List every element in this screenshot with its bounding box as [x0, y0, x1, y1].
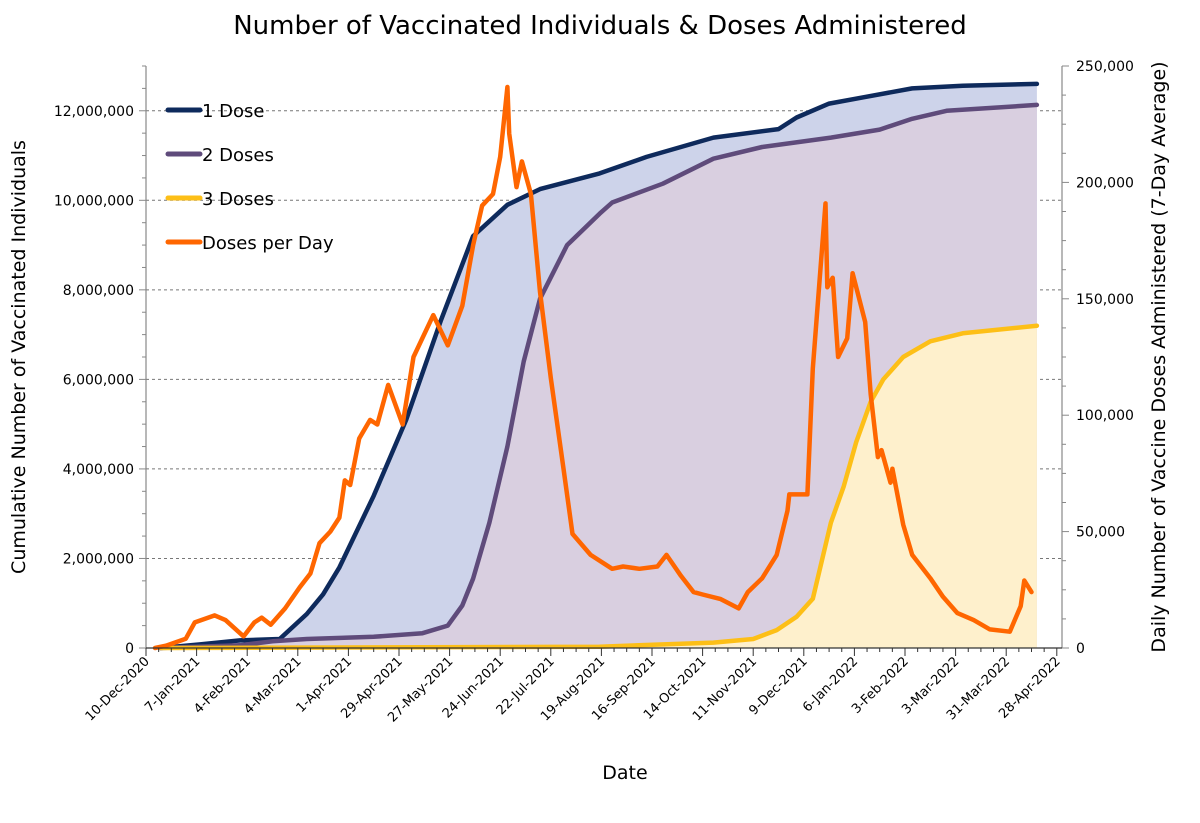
area-2-doses	[160, 104, 1037, 648]
legend-label: 1 Dose	[202, 101, 265, 122]
y-left-tick-label: 10,000,000	[54, 193, 134, 209]
x-tick-label: 10-Dec-2020	[83, 654, 153, 724]
y-left-tick-label: 2,000,000	[63, 551, 134, 567]
line-3-doses	[158, 323, 1040, 651]
line-1-dose	[158, 81, 1040, 651]
y-right-tick-label: 250,000	[1076, 59, 1134, 75]
y-axis-left-title: Cumulative Number of Vaccinated Individu…	[8, 140, 30, 574]
chart-title: Number of Vaccinated Individuals & Doses…	[233, 11, 967, 41]
legend-label: Doses per Day	[202, 233, 334, 254]
y-left-tick-label: 6,000,000	[63, 372, 134, 388]
line-2-doses	[158, 102, 1040, 651]
area-3-doses	[160, 325, 1037, 648]
series-areas	[160, 83, 1037, 648]
y-right-tick-label: 150,000	[1076, 292, 1134, 308]
legend: 1 Dose 2 Doses 3 Doses Doses per Day	[165, 101, 334, 254]
line-doses-per-day	[152, 84, 1034, 651]
y-left-tick-label: 0	[125, 641, 134, 657]
y-right-tick-label: 50,000	[1076, 525, 1125, 541]
series-lines	[152, 81, 1040, 651]
legend-label: 2 Doses	[202, 145, 274, 166]
y-axis-right-title: Daily Number of Vaccine Doses Administer…	[1148, 61, 1170, 652]
y-left-tick-label: 12,000,000	[54, 104, 134, 120]
x-axis-title: Date	[602, 762, 647, 784]
y-right-tick-label: 0	[1076, 641, 1085, 657]
y-right-tick-label: 100,000	[1076, 408, 1134, 424]
y-left-tick-label: 4,000,000	[63, 462, 134, 478]
y-right-tick-label: 200,000	[1076, 175, 1134, 191]
y-left-tick-label: 8,000,000	[63, 283, 134, 299]
legend-label: 3 Doses	[202, 189, 274, 210]
